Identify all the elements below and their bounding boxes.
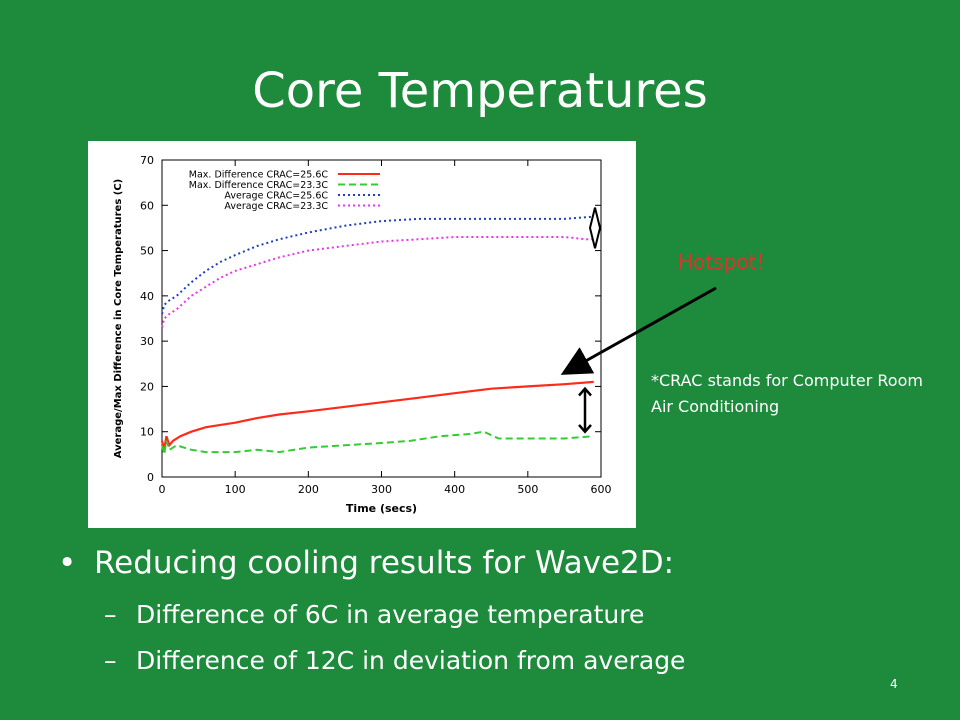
legend-label: Max. Difference CRAC=23.3C — [189, 180, 329, 191]
bullet-main: Reducing cooling results for Wave2D: — [58, 540, 918, 586]
average-gap-marker — [588, 207, 602, 249]
y-tick-label: 60 — [140, 199, 154, 212]
bullet-list: Reducing cooling results for Wave2D: – D… — [58, 540, 918, 682]
sub-bullet-2: – Difference of 12C in deviation from av… — [58, 640, 918, 682]
series-line — [161, 215, 594, 315]
y-tick-label: 50 — [140, 245, 154, 258]
y-tick-label: 20 — [140, 380, 154, 393]
x-axis-label: Time (secs) — [346, 502, 417, 515]
series-line — [160, 380, 594, 451]
series-line — [161, 236, 594, 328]
chart-panel: 0 10 20 30 40 50 60 70 0 100 200 300 400 500 600 Time (… — [88, 141, 636, 528]
deviation-gap-arrowhead — [578, 386, 592, 397]
line-chart: 0 10 20 30 40 50 60 70 0 100 200 300 400 500 600 Time (… — [113, 154, 612, 515]
dash-glyph: – — [104, 600, 117, 629]
legend-label: Average CRAC=25.6C — [224, 191, 328, 202]
x-tick-label: 500 — [517, 483, 538, 496]
sub-bullet-text: Difference of 6C in average temperature — [136, 600, 645, 629]
y-tick-label: 0 — [147, 471, 154, 484]
deviation-gap-arrowhead — [578, 424, 592, 434]
y-tick-label: 40 — [140, 290, 154, 303]
x-tick-label: 600 — [591, 483, 612, 496]
x-tick-label: 400 — [444, 483, 465, 496]
y-tick-label: 30 — [140, 335, 154, 348]
slide-title: Core Temperatures — [252, 63, 708, 119]
hotspot-callout: Hotspot! — [678, 250, 765, 274]
y-tick-label: 10 — [140, 426, 154, 439]
dash-glyph: – — [104, 646, 117, 675]
x-tick-label: 0 — [159, 483, 166, 496]
legend-label: Max. Difference CRAC=25.6C — [189, 170, 329, 181]
page-number: 4 — [890, 677, 898, 691]
x-tick-label: 100 — [225, 483, 246, 496]
legend-label: Average CRAC=23.3C — [224, 201, 328, 212]
y-axis-label: Average/Max Difference in Core Temperatu… — [113, 179, 124, 459]
crac-note: *CRAC stands for Computer Room Air Condi… — [651, 371, 923, 416]
sub-bullet-text: Difference of 12C in deviation from aver… — [136, 646, 686, 675]
x-tick-label: 200 — [298, 483, 319, 496]
x-tick-label: 300 — [371, 483, 392, 496]
series-line — [161, 430, 594, 455]
sub-bullet-1: – Difference of 6C in average temperatur… — [58, 594, 918, 636]
y-tick-label: 70 — [140, 154, 154, 167]
